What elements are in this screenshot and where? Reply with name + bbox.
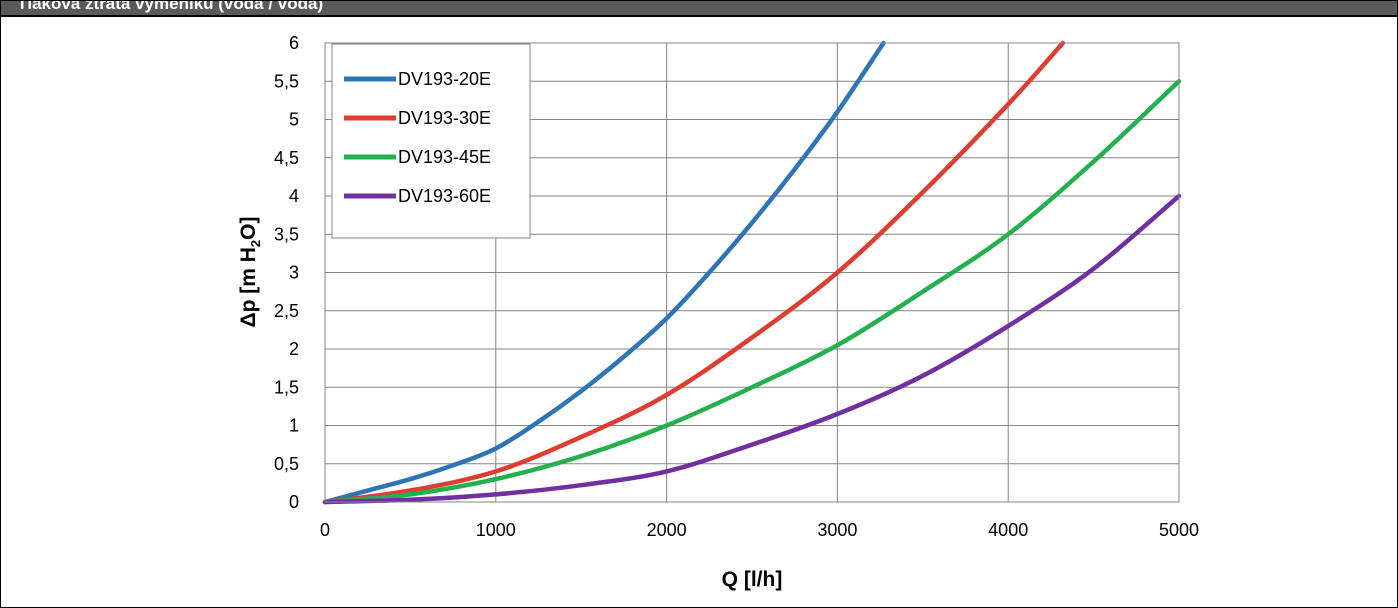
y-tick-label: 2,5 [274, 301, 299, 321]
x-tick-label: 4000 [988, 520, 1028, 540]
x-tick-label: 0 [320, 520, 330, 540]
x-axis-label: Q [l/h] [722, 568, 783, 591]
legend: DV193-20E DV193-30E DV193-45E DV193-60E [331, 43, 531, 239]
y-tick-label: 5,5 [274, 71, 299, 91]
y-tick-label: 1 [289, 416, 299, 436]
y-tick-label: 2 [289, 339, 299, 359]
y-tick-label: 0 [289, 492, 299, 512]
y-tick-label: 3,5 [274, 224, 299, 244]
series-lines [322, 40, 1182, 505]
series-line [322, 40, 1066, 505]
y-tick-label: 6 [289, 33, 299, 53]
legend-label: DV193-45E [398, 147, 491, 167]
y-axis-label-subscript: 2 [248, 240, 263, 247]
y-tick-label: 1,5 [274, 377, 299, 397]
y-tick-label: 3 [289, 263, 299, 283]
title-bar: Tlaková ztráta výměníku (voda / voda) [1, 1, 1397, 17]
y-tick-label: 4,5 [274, 148, 299, 168]
y-axis-label-main: Δp [m H [237, 247, 260, 327]
x-tick-label: 5000 [1159, 520, 1199, 540]
y-axis-label: Δp [m H2O] [237, 217, 263, 328]
series-line [322, 40, 886, 505]
x-tick-label: 2000 [647, 520, 687, 540]
y-tick-label: 0,5 [274, 454, 299, 474]
legend-label: DV193-60E [398, 186, 491, 206]
y-tick-label: 4 [289, 186, 299, 206]
tick-labels: 0 0,5 1 1,5 2 2,5 3 3,5 4 4,5 5 5,5 6 0 1000 2000 3000 40… [274, 33, 1199, 540]
series-line [322, 193, 1182, 505]
x-tick-label: 3000 [817, 520, 857, 540]
x-tick-label: 1000 [476, 520, 516, 540]
legend-label: DV193-30E [398, 108, 491, 128]
series-line [322, 79, 1182, 505]
plot-border [324, 42, 1180, 503]
y-tick-label: 5 [289, 110, 299, 130]
legend-box [331, 43, 531, 239]
legend-label: DV193-20E [398, 69, 491, 89]
y-axis-label-end: O] [237, 217, 260, 240]
chart-title: Tlaková ztráta výměníku (voda / voda) [17, 1, 324, 13]
